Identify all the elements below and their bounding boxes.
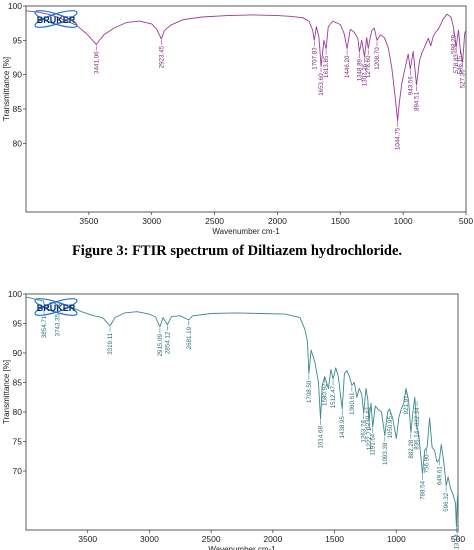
peak-label: 3441.06 (93, 51, 100, 74)
peak-label: 1512.47 (330, 385, 337, 408)
peak-label: 1614.68 (318, 426, 325, 449)
y-tick-label: 100 (8, 1, 22, 11)
peak-label: 1307.26 (362, 63, 369, 86)
logo-text: BRUKER (37, 15, 76, 25)
ftir-chart-1: 3500 3000 2500 2000 1500 1000 500 100 95 90 85 80 Wa… (2, 1, 473, 236)
peak-label: 3319.11 (107, 332, 114, 354)
logo-text: BRUKER (37, 303, 76, 313)
peak-label: 1263.78 (361, 420, 368, 443)
x-tick-label: 3500 (79, 216, 98, 226)
x-tick-label: 2500 (202, 534, 221, 544)
x-axis-label: Wavenumber cm-1 (208, 545, 276, 550)
peak-label: 2915.09 (157, 333, 164, 356)
x-tick-label: 3000 (142, 216, 161, 226)
x-tick-label: 3500 (78, 534, 97, 544)
x-tick-label: 500 (459, 216, 473, 226)
x-tick-label: 2500 (205, 216, 224, 226)
peak-label: 1093.38 (382, 442, 389, 465)
y-tick-label: 90 (13, 348, 23, 358)
peak-label: 921.91 (403, 395, 410, 414)
peak-label: 527.36 (460, 69, 467, 88)
peak-label: 2681.19 (186, 326, 193, 349)
peak-label: 756.90 (423, 454, 430, 473)
y-tick-label: 85 (13, 378, 23, 388)
peak-label: 1613.85 (323, 55, 330, 78)
y-tick-label: 95 (13, 319, 23, 329)
bruker-logo: BRUKER (34, 10, 78, 28)
peak-label: 1438.95 (339, 415, 346, 438)
peak-label: 836.14 (414, 430, 421, 449)
peak-label: 1278.60 (365, 55, 372, 78)
x-tick-label: 1000 (387, 534, 406, 544)
y-tick-label: 85 (13, 104, 23, 114)
plot-frame (25, 5, 467, 213)
peak-label: 1208.70 (374, 47, 381, 70)
logo-orbit-icon (34, 10, 78, 28)
x-tick-label: 1500 (331, 216, 350, 226)
x-tick-label: 3000 (140, 534, 159, 544)
x-axis-label: Wavenumber cm-1 (212, 227, 280, 236)
y-tick-label: 75 (13, 437, 23, 447)
peak-label: 546.15 (457, 55, 464, 74)
peak-label: 1222.71 (366, 427, 373, 450)
peak-label: 1707.83 (311, 47, 318, 70)
y-tick-label: 70 (13, 466, 23, 476)
logo-orbit-icon (34, 298, 78, 316)
peak-label: 2923.45 (158, 45, 165, 68)
logo-orbit-icon (34, 298, 78, 316)
peak-label: 1708.50 (306, 380, 313, 403)
x-tick-label: 2000 (268, 216, 287, 226)
peak-label: 1044.75 (395, 127, 402, 150)
peak-label: 2854.12 (164, 331, 171, 354)
y-tick-label: 80 (13, 138, 23, 148)
peak-label: 1348.89 (356, 58, 363, 81)
peak-label: 894.51 (413, 91, 420, 110)
figure-caption: Figure 3: FTIR spectrum of Diltiazem hyd… (71, 243, 403, 259)
y-axis-label: Transmittance [%] (2, 360, 11, 424)
peak-label: 1230.43 (365, 407, 372, 430)
peak-label: 596.32 (443, 492, 450, 511)
peak-label: 1653.60 (318, 73, 325, 96)
x-tick-label: 1500 (325, 534, 344, 544)
bruker-logo: BRUKER (34, 298, 78, 316)
peak-label: 598.29 (451, 34, 458, 53)
x-tick-label: 500 (451, 534, 465, 544)
x-tick-label: 2000 (263, 534, 282, 544)
y-tick-label: 90 (13, 70, 23, 80)
peak-label: 513.14 (453, 534, 460, 550)
peak-label: 1191.64 (370, 433, 377, 455)
plot-frame (25, 293, 459, 531)
y-tick-label: 80 (13, 407, 23, 417)
peak-label: 578.83 (453, 54, 460, 73)
y-tick-label: 100 (8, 289, 22, 299)
spectrum-line (25, 10, 467, 122)
peak-label: 1446.20 (344, 55, 351, 78)
logo-orbit-icon (34, 10, 78, 28)
peak-label: 1360.61 (349, 392, 356, 415)
peak-label: 1580.92 (322, 383, 329, 406)
peak-label: 3854.71 (41, 315, 48, 338)
peak-label: 882.28 (408, 439, 415, 458)
peak-label: 1050.95 (387, 415, 394, 438)
spectrum-line (25, 296, 459, 528)
peak-label: 832.34 (414, 407, 421, 426)
x-tick-label: 1000 (394, 216, 413, 226)
ftir-chart-2: 3500 3000 2500 2000 1500 1000 500 100 95 90 85 80 75… (2, 289, 465, 550)
peak-label: 3743.35 (55, 313, 62, 336)
peak-label: 649.61 (437, 466, 444, 485)
y-axis-label: Transmittance [%] (2, 57, 11, 121)
y-tick-label: 95 (13, 35, 23, 45)
peak-label: 943.56 (407, 76, 414, 95)
peak-label: 788.54 (419, 480, 426, 499)
